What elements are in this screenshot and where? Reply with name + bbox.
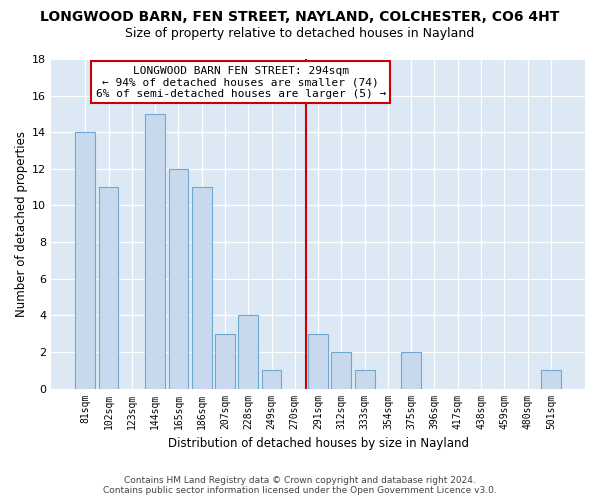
Bar <box>169 169 188 388</box>
Bar <box>331 352 351 389</box>
Text: Size of property relative to detached houses in Nayland: Size of property relative to detached ho… <box>125 28 475 40</box>
Y-axis label: Number of detached properties: Number of detached properties <box>15 131 28 317</box>
X-axis label: Distribution of detached houses by size in Nayland: Distribution of detached houses by size … <box>167 437 469 450</box>
Bar <box>98 187 118 388</box>
Bar <box>192 187 212 388</box>
Bar <box>401 352 421 389</box>
Bar <box>355 370 374 388</box>
Bar <box>308 334 328 388</box>
Bar <box>215 334 235 388</box>
Bar <box>238 316 258 388</box>
Bar <box>541 370 561 388</box>
Text: LONGWOOD BARN FEN STREET: 294sqm
← 94% of detached houses are smaller (74)
6% of: LONGWOOD BARN FEN STREET: 294sqm ← 94% o… <box>95 66 386 99</box>
Bar <box>262 370 281 388</box>
Bar <box>76 132 95 388</box>
Text: Contains HM Land Registry data © Crown copyright and database right 2024.
Contai: Contains HM Land Registry data © Crown c… <box>103 476 497 495</box>
Text: LONGWOOD BARN, FEN STREET, NAYLAND, COLCHESTER, CO6 4HT: LONGWOOD BARN, FEN STREET, NAYLAND, COLC… <box>40 10 560 24</box>
Bar <box>145 114 165 388</box>
